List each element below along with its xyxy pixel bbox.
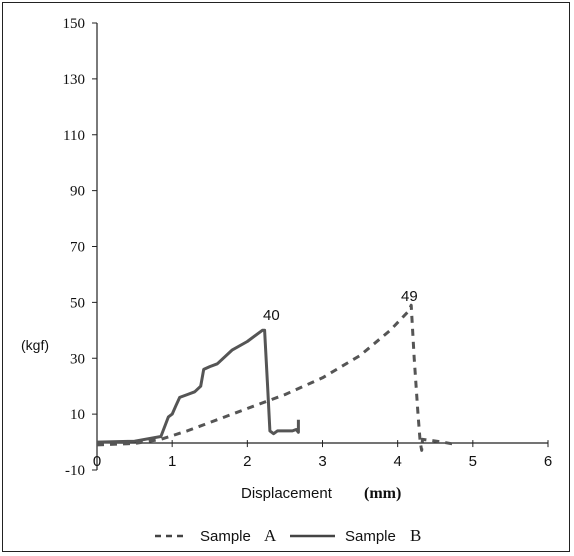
x-tick-label: 6	[544, 453, 552, 470]
x-tick-label: 1	[168, 453, 176, 470]
y-tick-label: 150	[63, 16, 86, 32]
y-tick-label: 90	[70, 184, 85, 200]
x-axis-label: Displacement	[241, 485, 333, 502]
y-tick-label: 130	[63, 72, 86, 88]
y-tick-label: 110	[63, 128, 85, 144]
y-tick-label: 70	[70, 240, 85, 256]
y-tick-label: 10	[70, 407, 85, 423]
x-tick-label: 2	[243, 453, 251, 470]
series-line-sample-b	[96, 328, 300, 444]
y-ticks: 150 130 110 90 70 50 30 10 -10	[63, 16, 97, 479]
x-tick-label: 4	[393, 453, 401, 470]
x-tick-label: 5	[469, 453, 477, 470]
legend-label-sample-a: Sample	[200, 528, 251, 545]
legend-suffix-sample-b: B	[410, 526, 421, 545]
x-ticks: 0 1 2 3 4 5 6	[93, 440, 552, 470]
y-tick-label: 50	[70, 295, 85, 311]
series-line-sample-a	[96, 303, 459, 452]
x-tick-label: 0	[93, 453, 101, 470]
y-tick-label: -10	[65, 463, 85, 479]
series-layer	[96, 303, 459, 452]
legend-suffix-sample-a: A	[264, 526, 277, 545]
x-axis-unit: (mm)	[364, 485, 401, 502]
y-tick-label: 30	[70, 351, 85, 367]
y-axis-label: (kgf)	[21, 337, 49, 353]
data-label-sample-a-peak: 49	[401, 288, 418, 305]
legend-label-sample-b: Sample	[345, 528, 396, 545]
x-tick-label: 3	[318, 453, 326, 470]
legend: Sample A Sample B	[155, 526, 421, 545]
data-label-sample-b-peak: 40	[263, 307, 280, 324]
